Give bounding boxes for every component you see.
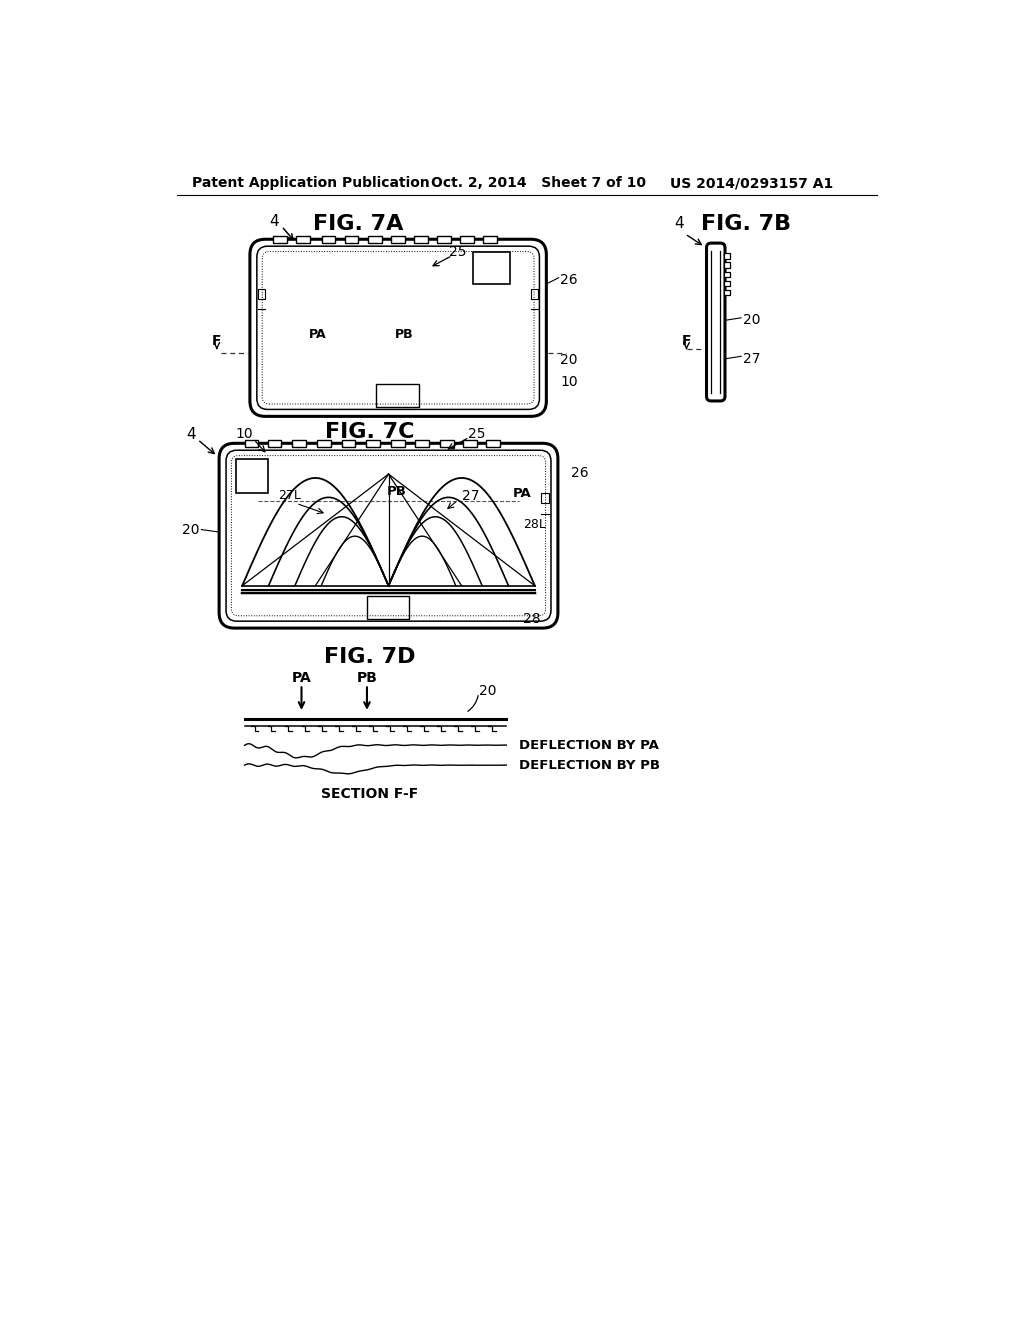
Text: F: F <box>682 334 691 348</box>
Bar <box>724 272 730 277</box>
Text: 20: 20 <box>742 313 760 327</box>
Text: 28: 28 <box>523 612 541 626</box>
Bar <box>316 441 331 447</box>
Text: 27: 27 <box>742 351 760 366</box>
Bar <box>322 236 336 243</box>
Text: 20: 20 <box>560 354 578 367</box>
Bar <box>416 441 429 447</box>
Bar <box>541 492 549 503</box>
Text: PB: PB <box>394 329 414 342</box>
Text: 28L: 28L <box>523 517 546 531</box>
Text: SECTION F-F: SECTION F-F <box>321 787 418 801</box>
Bar <box>391 441 404 447</box>
Text: 4: 4 <box>185 426 196 442</box>
Text: 27: 27 <box>462 488 479 503</box>
Bar <box>483 236 497 243</box>
Bar <box>531 289 538 300</box>
FancyBboxPatch shape <box>250 239 547 416</box>
Text: 4: 4 <box>674 216 684 231</box>
Bar <box>473 252 510 284</box>
Bar <box>414 236 428 243</box>
Bar <box>345 236 358 243</box>
Bar <box>440 441 454 447</box>
Text: 10: 10 <box>560 375 578 388</box>
Bar <box>237 459 268 494</box>
Bar <box>724 290 730 296</box>
Text: 10: 10 <box>236 428 253 441</box>
Bar <box>368 236 382 243</box>
Text: FIG. 7A: FIG. 7A <box>312 214 402 234</box>
Bar <box>460 236 474 243</box>
Bar <box>724 281 730 286</box>
Bar <box>724 263 730 268</box>
Text: 4: 4 <box>269 214 280 230</box>
Bar <box>258 289 264 300</box>
Text: 26: 26 <box>560 273 578 286</box>
Text: PB: PB <box>356 671 378 685</box>
Bar <box>463 441 477 447</box>
Bar <box>391 236 404 243</box>
Bar <box>267 441 282 447</box>
Text: 25: 25 <box>450 246 467 259</box>
Bar <box>486 441 500 447</box>
Text: 20: 20 <box>182 523 200 536</box>
Bar <box>296 236 310 243</box>
Bar <box>724 253 730 259</box>
Text: F: F <box>212 334 221 348</box>
Text: PB: PB <box>386 484 407 498</box>
Bar <box>342 441 355 447</box>
Text: Oct. 2, 2014   Sheet 7 of 10: Oct. 2, 2014 Sheet 7 of 10 <box>431 176 646 190</box>
Text: 27L: 27L <box>279 490 301 502</box>
Text: FIG. 7B: FIG. 7B <box>701 214 792 234</box>
Text: US 2014/0293157 A1: US 2014/0293157 A1 <box>670 176 833 190</box>
Bar <box>437 236 451 243</box>
Text: FIG. 7C: FIG. 7C <box>325 422 414 442</box>
Text: PA: PA <box>309 329 327 342</box>
Text: DEFLECTION BY PB: DEFLECTION BY PB <box>519 759 660 772</box>
Text: DEFLECTION BY PA: DEFLECTION BY PA <box>519 739 659 751</box>
Bar <box>245 441 258 447</box>
Bar <box>273 236 287 243</box>
Text: FIG. 7D: FIG. 7D <box>324 647 415 668</box>
Text: 26: 26 <box>571 466 589 479</box>
FancyBboxPatch shape <box>707 243 725 401</box>
Text: PA: PA <box>513 487 532 500</box>
Text: 25: 25 <box>468 428 485 441</box>
FancyBboxPatch shape <box>219 444 558 628</box>
Bar <box>367 441 380 447</box>
Bar <box>367 595 410 619</box>
Text: Patent Application Publication: Patent Application Publication <box>193 176 430 190</box>
Text: PA: PA <box>292 671 311 685</box>
Text: 20: 20 <box>478 684 496 698</box>
Bar <box>376 384 419 407</box>
Bar <box>292 441 306 447</box>
